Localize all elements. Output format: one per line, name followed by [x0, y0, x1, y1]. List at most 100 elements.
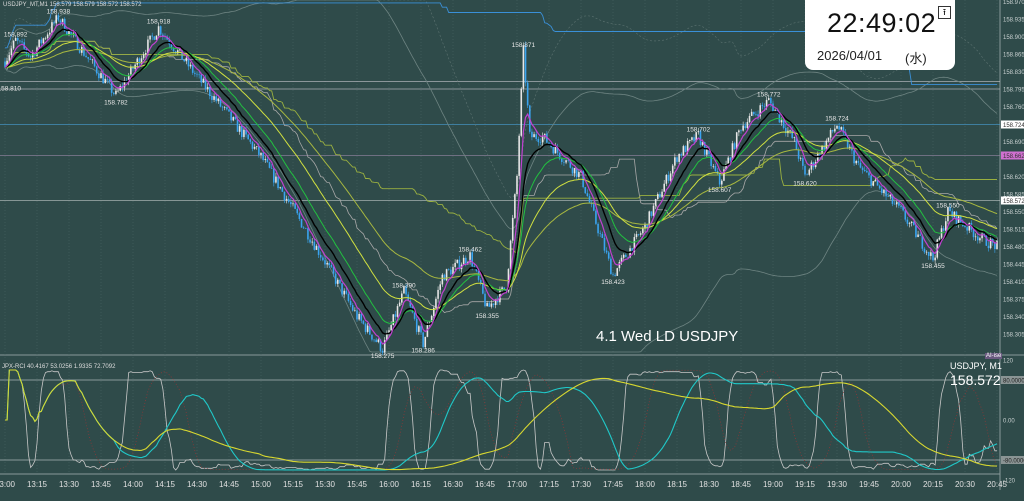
- candle-body: [450, 269, 452, 275]
- candle-body: [394, 314, 397, 317]
- candle-body: [535, 134, 537, 139]
- candle-body: [290, 201, 292, 205]
- candle-body: [994, 242, 996, 249]
- candle-body: [733, 143, 736, 150]
- candle-body: [520, 88, 523, 136]
- candle-body: [34, 52, 36, 56]
- candle-body: [757, 114, 759, 117]
- candle-body: [627, 257, 629, 258]
- candle-body: [159, 26, 162, 35]
- candle-body: [742, 125, 744, 131]
- candle-body: [68, 30, 70, 35]
- candle-body: [371, 334, 373, 340]
- y-tick-label: 158.375: [1003, 298, 1024, 304]
- candle-body: [95, 66, 98, 74]
- candle-body: [505, 289, 508, 292]
- y-tick-label: 158.340: [1003, 315, 1024, 321]
- candle-body: [639, 233, 642, 235]
- candle-body: [57, 15, 60, 21]
- candle-body: [616, 268, 619, 276]
- price-label: 158.938: [47, 9, 71, 16]
- candle-body: [554, 146, 557, 154]
- candle-body: [744, 125, 747, 129]
- y-tick-label: 158.760: [1003, 105, 1024, 111]
- x-tick-label: 17:00: [507, 480, 528, 489]
- candle-body: [339, 279, 341, 284]
- candle-body: [281, 187, 284, 192]
- candle-body: [40, 39, 43, 44]
- candle-body: [876, 180, 879, 186]
- candle-body: [185, 57, 188, 62]
- price-label: 158.620: [793, 181, 817, 188]
- ema-magenta-line: [4, 21, 998, 345]
- candle-body: [682, 146, 685, 156]
- candle-body: [170, 44, 173, 49]
- candle-body: [70, 30, 72, 34]
- price-label: 158.918: [147, 19, 171, 26]
- x-tick-label: 14:00: [123, 480, 144, 489]
- candle-body: [398, 302, 401, 307]
- candle-body: [904, 210, 907, 220]
- candle-body: [620, 257, 623, 263]
- x-tick-label: 16:00: [379, 480, 400, 489]
- x-tick-label: 17:30: [571, 480, 592, 489]
- candle-body: [433, 307, 435, 316]
- candle-body: [915, 225, 917, 238]
- candle-body: [780, 120, 783, 123]
- candle-body: [964, 225, 966, 228]
- price-label: 158.550: [936, 203, 960, 210]
- price-label: 158.702: [687, 127, 711, 134]
- candle-body: [981, 233, 983, 239]
- candle-body: [258, 146, 260, 155]
- candle-body: [441, 274, 444, 285]
- candle-body: [14, 38, 17, 41]
- price-tag: [1001, 196, 1024, 205]
- x-tick-label: 19:45: [859, 480, 880, 489]
- candle-body: [296, 208, 299, 214]
- candle-body: [881, 188, 883, 193]
- candle-body: [674, 157, 676, 166]
- pin-up-icon[interactable]: ⭱: [938, 6, 951, 19]
- bid-price: 158.572: [950, 372, 1001, 388]
- candle-body: [750, 111, 753, 116]
- candle-body: [661, 191, 663, 198]
- oscillator-tag: [1001, 376, 1024, 384]
- candle-body: [17, 38, 19, 41]
- candle-body: [699, 131, 702, 145]
- candle-body: [644, 223, 646, 229]
- candle-body: [650, 211, 653, 216]
- candle-body: [59, 20, 62, 23]
- candle-body: [501, 287, 503, 290]
- candle-body: [426, 325, 429, 337]
- candle-body: [388, 330, 390, 334]
- candle-body: [341, 283, 343, 295]
- candle-body: [603, 237, 606, 251]
- candle-body: [119, 85, 121, 91]
- candle-body: [987, 245, 990, 249]
- clock-weekday: (水): [905, 51, 927, 66]
- candle-body: [695, 132, 697, 142]
- candle-body: [657, 194, 659, 199]
- y-tick-label: 158.410: [1003, 280, 1024, 286]
- candle-body: [972, 229, 975, 238]
- candle-body: [855, 160, 857, 164]
- candle-body: [100, 73, 102, 79]
- candle-body: [531, 131, 533, 138]
- candle-body: [908, 223, 911, 224]
- x-tick-label: 15:15: [283, 480, 304, 489]
- candle-body: [209, 86, 211, 97]
- candle-body: [179, 48, 181, 51]
- candle-body: [255, 146, 258, 147]
- candle-body: [317, 245, 320, 255]
- candle-body: [823, 145, 825, 150]
- candle-body: [300, 218, 303, 228]
- candle-body: [693, 137, 695, 142]
- candle-body: [277, 176, 279, 189]
- x-tick-label: 15:30: [315, 480, 336, 489]
- candle-body: [676, 157, 678, 162]
- candle-body: [819, 153, 821, 157]
- candle-body: [663, 183, 665, 192]
- y-tick-label: 158.795: [1003, 88, 1024, 94]
- candle-body: [514, 194, 516, 218]
